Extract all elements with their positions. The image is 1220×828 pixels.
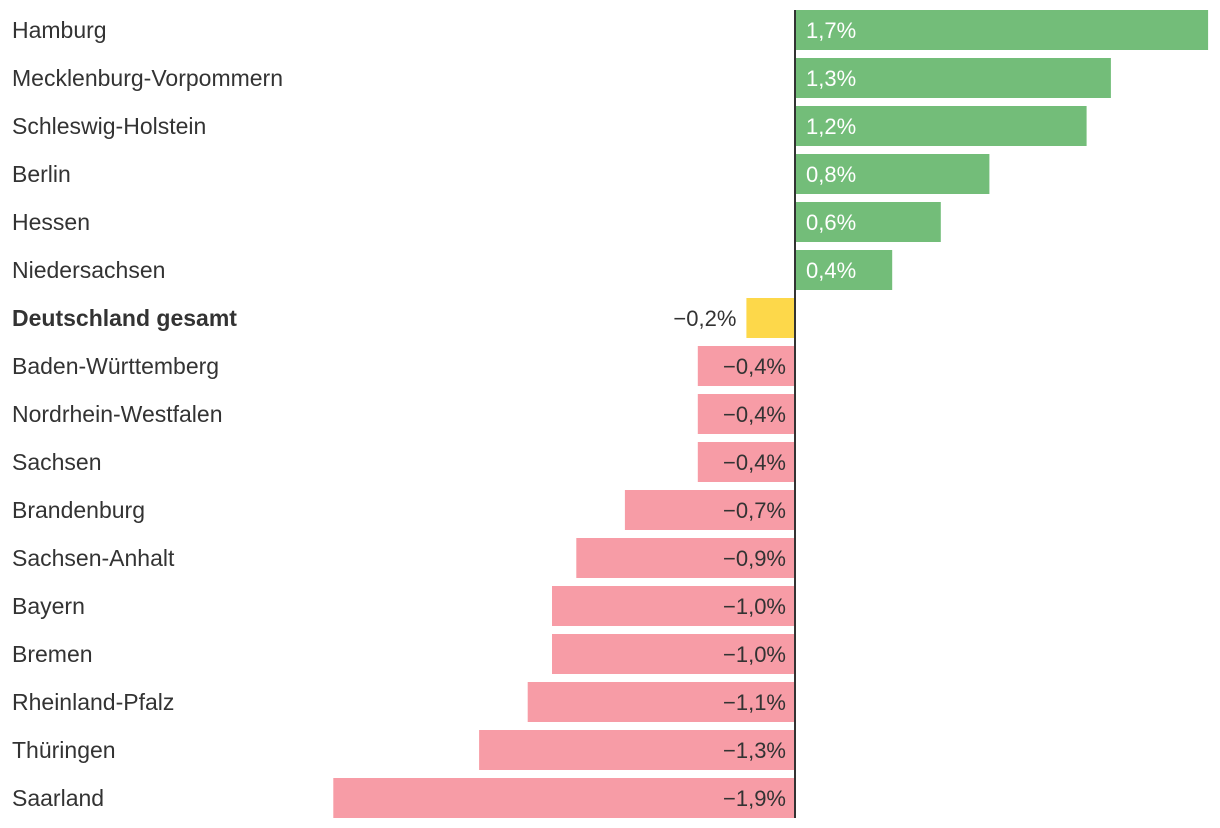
category-label-berlin: Berlin bbox=[12, 161, 71, 187]
bar-deutschland-gesamt bbox=[746, 298, 795, 338]
value-label-bayern: −1,0% bbox=[723, 594, 786, 619]
category-label-niedersachsen: Niedersachsen bbox=[12, 257, 165, 283]
bar-niedersachsen bbox=[795, 250, 893, 290]
value-label-schleswig-holstein: 1,2% bbox=[806, 114, 856, 139]
bar-saarland bbox=[333, 778, 795, 818]
category-label-bayern: Bayern bbox=[12, 593, 85, 619]
value-labels-layer: 1,7% 1,3% 1,2% 0,8% 0,6% 0,4% −0,2% −0,4% −0,4% −… bbox=[673, 18, 856, 811]
value-label-nordrhein-westfalen: −0,4% bbox=[723, 402, 786, 427]
category-label-nordrhein-westfalen: Nordrhein-Westfalen bbox=[12, 401, 223, 427]
value-label-mecklenburg-vorpommern: 1,3% bbox=[806, 66, 856, 91]
value-label-sachsen: −0,4% bbox=[723, 450, 786, 475]
bar-bayern bbox=[552, 586, 795, 626]
category-label-sachsen: Sachsen bbox=[12, 449, 102, 475]
category-label-hamburg: Hamburg bbox=[12, 17, 107, 43]
category-label-saarland: Saarland bbox=[12, 785, 104, 811]
category-label-deutschland-gesamt: Deutschland gesamt bbox=[12, 305, 237, 331]
category-label-bremen: Bremen bbox=[12, 641, 93, 667]
bar-brandenburg bbox=[624, 490, 795, 530]
bar-nordrhein-westfalen bbox=[697, 394, 795, 434]
category-labels-layer: Hamburg Mecklenburg-Vorpommern Schleswig-H… bbox=[12, 17, 283, 811]
category-label-schleswig-holstein: Schleswig-Holstein bbox=[12, 113, 206, 139]
bar-hessen bbox=[795, 202, 941, 242]
category-label-baden-wuerttemberg: Baden-Württemberg bbox=[12, 353, 219, 379]
category-label-sachsen-anhalt: Sachsen-Anhalt bbox=[12, 545, 175, 571]
category-label-thueringen: Thüringen bbox=[12, 737, 116, 763]
bar-bremen bbox=[552, 634, 795, 674]
bar-mecklenburg-vorpommern bbox=[795, 58, 1111, 98]
bar-schleswig-holstein bbox=[795, 106, 1087, 146]
category-label-mecklenburg-vorpommern: Mecklenburg-Vorpommern bbox=[12, 65, 283, 91]
value-label-hessen: 0,6% bbox=[806, 210, 856, 235]
value-label-rheinland-pfalz: −1,1% bbox=[723, 690, 786, 715]
bar-berlin bbox=[795, 154, 990, 194]
category-label-hessen: Hessen bbox=[12, 209, 90, 235]
value-label-baden-wuerttemberg: −0,4% bbox=[723, 354, 786, 379]
category-label-rheinland-pfalz: Rheinland-Pfalz bbox=[12, 689, 174, 715]
bar-rheinland-pfalz bbox=[527, 682, 795, 722]
bar-sachsen-anhalt bbox=[576, 538, 795, 578]
value-label-berlin: 0,8% bbox=[806, 162, 856, 187]
bars-layer bbox=[333, 10, 1209, 818]
value-label-sachsen-anhalt: −0,9% bbox=[723, 546, 786, 571]
value-label-brandenburg: −0,7% bbox=[723, 498, 786, 523]
bar-thueringen bbox=[479, 730, 795, 770]
value-label-niedersachsen: 0,4% bbox=[806, 258, 856, 283]
bar-baden-wuerttemberg bbox=[697, 346, 795, 386]
value-label-bremen: −1,0% bbox=[723, 642, 786, 667]
category-label-brandenburg: Brandenburg bbox=[12, 497, 145, 523]
value-label-deutschland-gesamt: −0,2% bbox=[673, 306, 736, 331]
value-label-thueringen: −1,3% bbox=[723, 738, 786, 763]
bar-hamburg bbox=[795, 10, 1209, 50]
value-label-hamburg: 1,7% bbox=[806, 18, 856, 43]
bar-sachsen bbox=[697, 442, 795, 482]
value-label-saarland: −1,9% bbox=[723, 786, 786, 811]
